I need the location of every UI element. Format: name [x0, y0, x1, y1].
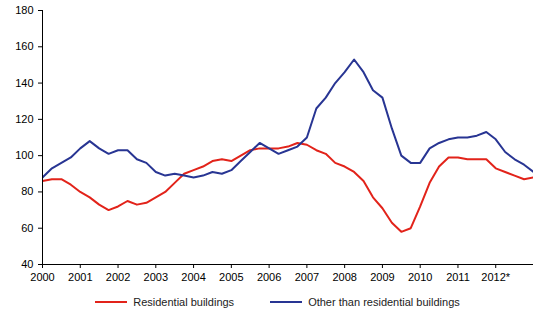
- svg-text:60: 60: [21, 222, 33, 234]
- svg-text:100: 100: [15, 149, 33, 161]
- svg-text:2004: 2004: [181, 271, 205, 283]
- svg-text:2010: 2010: [408, 271, 432, 283]
- svg-text:2000: 2000: [30, 271, 54, 283]
- svg-text:2009: 2009: [370, 271, 394, 283]
- svg-text:2007: 2007: [295, 271, 319, 283]
- svg-text:140: 140: [15, 77, 33, 89]
- svg-text:80: 80: [21, 185, 33, 197]
- html-text:Other than residential buildin: Other than residential buildings: [308, 296, 460, 308]
- svg-text:160: 160: [15, 40, 33, 52]
- svg-text:40: 40: [21, 258, 33, 270]
- html-text:Residential buildings: Residential buildings: [133, 296, 235, 308]
- svg-text:180: 180: [15, 4, 33, 16]
- svg-text:2001: 2001: [68, 271, 92, 283]
- svg-text:2002: 2002: [106, 271, 130, 283]
- svg-text:2011: 2011: [446, 271, 470, 283]
- svg-text:2012*: 2012*: [481, 271, 510, 283]
- svg-text:2006: 2006: [257, 271, 281, 283]
- svg-text:2005: 2005: [219, 271, 243, 283]
- svg-text:120: 120: [15, 113, 33, 125]
- svg-text:2008: 2008: [332, 271, 356, 283]
- svg-text:2003: 2003: [144, 271, 168, 283]
